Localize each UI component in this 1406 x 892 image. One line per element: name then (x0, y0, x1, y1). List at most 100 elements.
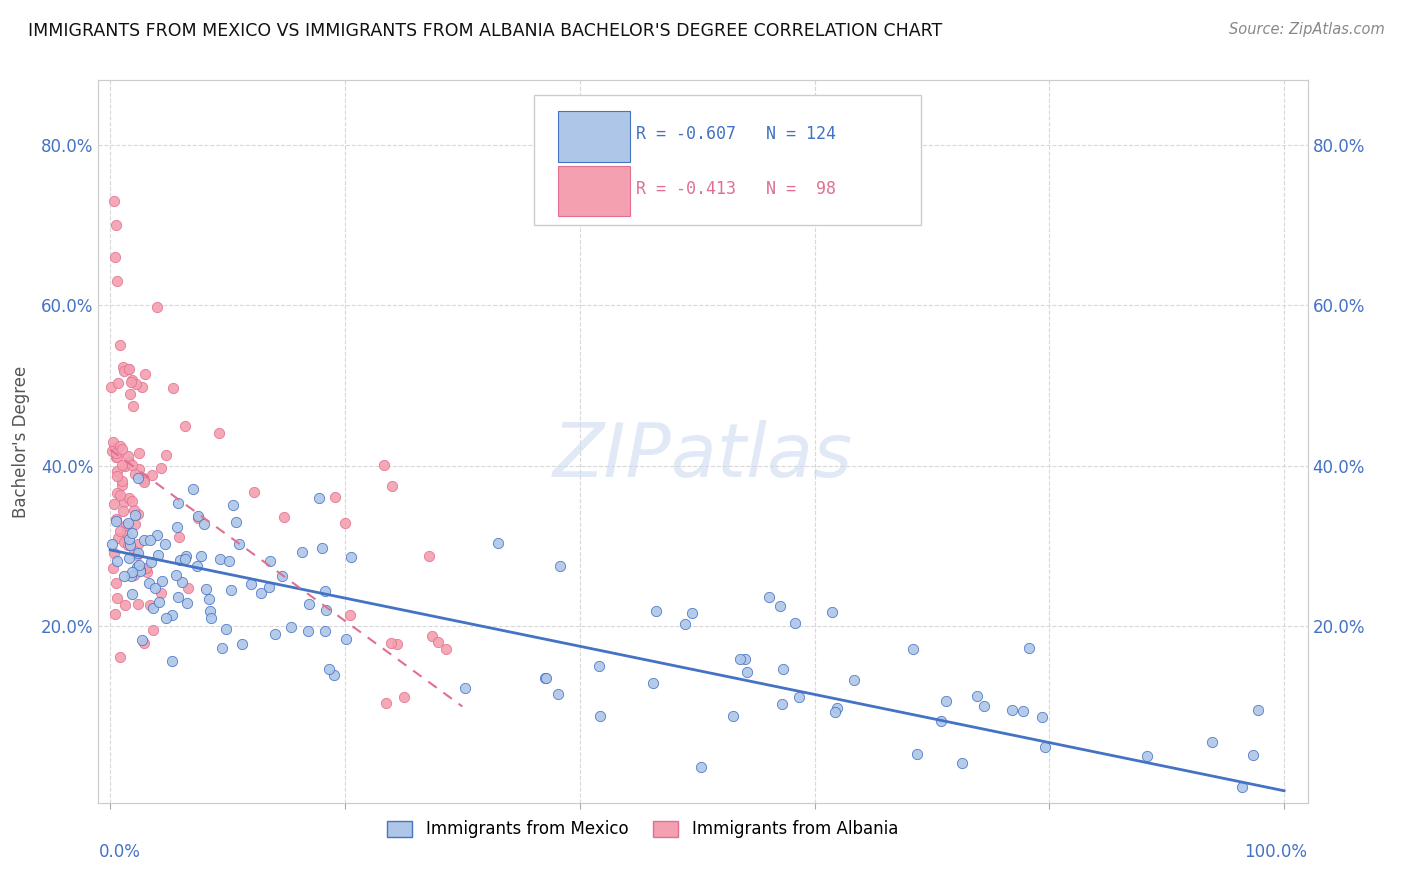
Point (127, 508, 149, 522)
Point (264, 627, 287, 641)
Point (249, 586, 271, 600)
Point (174, 549, 197, 563)
Point (311, 541, 333, 555)
Point (314, 584, 336, 599)
Text: IMMIGRANTS FROM MEXICO VS IMMIGRANTS FROM ALBANIA BACHELOR'S DEGREE CORRELATION : IMMIGRANTS FROM MEXICO VS IMMIGRANTS FRO… (28, 22, 942, 40)
Point (104, 250, 127, 264)
Point (257, 580, 280, 594)
Point (107, 376, 129, 391)
Point (121, 565, 143, 579)
Point (772, 662, 794, 676)
Point (426, 635, 449, 649)
Point (966, 690, 988, 704)
Point (1201, 735, 1223, 749)
Point (131, 632, 153, 647)
Point (111, 477, 134, 491)
Point (150, 574, 173, 588)
Point (454, 681, 477, 695)
Point (124, 508, 146, 523)
Point (128, 462, 150, 476)
Point (121, 399, 143, 413)
Point (117, 532, 139, 546)
Point (973, 699, 995, 714)
Point (105, 554, 128, 568)
Point (297, 624, 319, 638)
Point (950, 756, 973, 770)
Point (103, 498, 125, 512)
Point (1001, 703, 1024, 717)
Point (115, 526, 138, 541)
Point (339, 549, 361, 564)
Point (141, 555, 163, 569)
Point (167, 530, 190, 544)
Point (121, 587, 143, 601)
Point (644, 604, 666, 618)
Point (690, 760, 713, 774)
Point (108, 338, 131, 352)
Point (219, 582, 242, 597)
Point (132, 475, 155, 490)
Point (190, 549, 212, 563)
Point (117, 538, 139, 552)
Point (117, 516, 139, 531)
Point (127, 546, 149, 560)
Point (160, 654, 183, 668)
Point (105, 274, 128, 288)
Point (101, 444, 124, 458)
Point (935, 694, 957, 708)
Point (758, 590, 780, 604)
Point (118, 491, 141, 505)
Point (112, 535, 135, 549)
Point (418, 549, 440, 564)
Point (221, 498, 243, 512)
Point (211, 640, 233, 655)
Point (114, 599, 136, 613)
Point (820, 606, 842, 620)
Point (138, 533, 160, 548)
Point (111, 504, 134, 518)
Point (127, 560, 149, 574)
Point (335, 632, 357, 647)
Point (105, 464, 128, 478)
Point (1033, 739, 1056, 754)
Point (111, 360, 134, 375)
Point (121, 494, 143, 508)
Point (117, 361, 139, 376)
Point (105, 591, 128, 606)
Legend: Immigrants from Mexico, Immigrants from Albania: Immigrants from Mexico, Immigrants from … (381, 814, 904, 845)
Point (315, 602, 337, 616)
Point (108, 524, 131, 538)
Point (162, 381, 184, 395)
Point (122, 503, 145, 517)
Point (105, 576, 128, 591)
Point (323, 490, 346, 504)
Point (643, 676, 665, 690)
Text: ZIPatlas: ZIPatlas (553, 420, 853, 492)
Point (108, 649, 131, 664)
Point (198, 603, 221, 617)
FancyBboxPatch shape (534, 95, 921, 225)
Point (536, 671, 558, 685)
Point (107, 531, 129, 545)
Point (105, 450, 128, 464)
Point (381, 479, 404, 493)
Point (675, 617, 697, 632)
Point (149, 586, 172, 600)
Point (127, 537, 149, 551)
Point (103, 546, 125, 560)
Point (385, 637, 408, 651)
Point (243, 485, 266, 500)
Point (138, 576, 160, 591)
Point (148, 595, 170, 609)
Point (208, 552, 231, 566)
Point (132, 636, 155, 650)
Point (149, 461, 172, 475)
Point (172, 574, 194, 589)
Point (105, 469, 128, 483)
Point (844, 673, 866, 688)
Point (105, 446, 128, 460)
Point (193, 517, 215, 532)
Point (273, 510, 295, 524)
Y-axis label: Bachelor's Degree: Bachelor's Degree (11, 366, 30, 517)
Point (121, 458, 143, 473)
